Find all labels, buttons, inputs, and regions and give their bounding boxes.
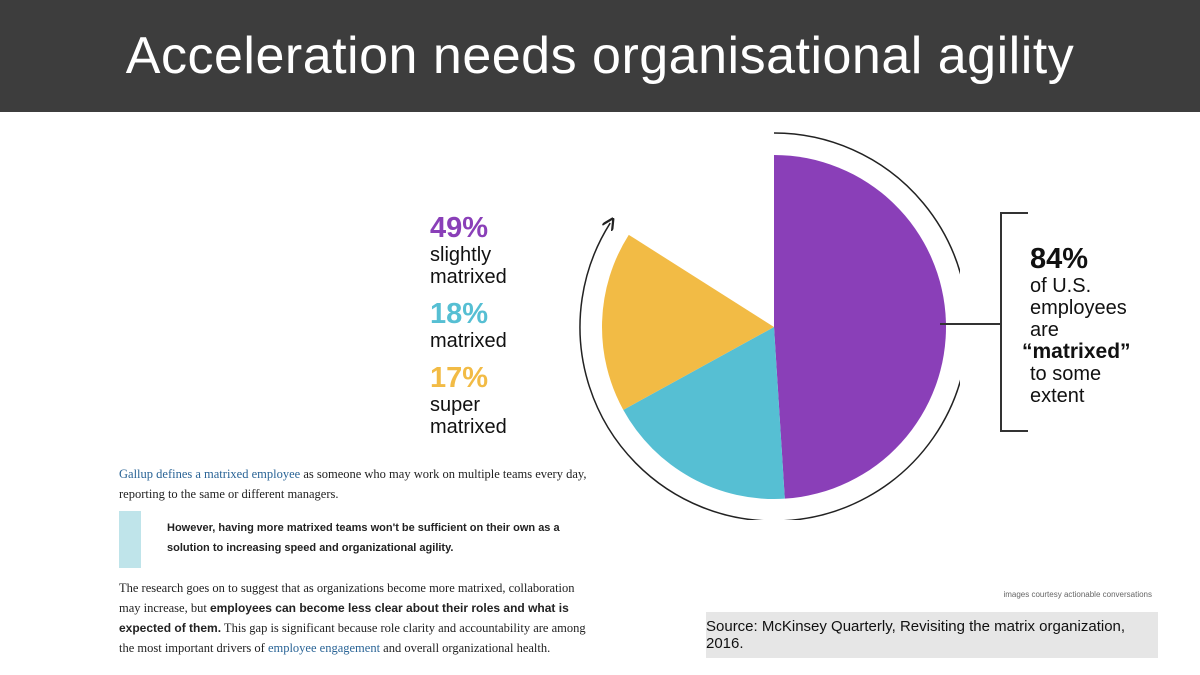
callout-pct: 84% — [1030, 243, 1089, 275]
legend-line: matrixed — [430, 330, 507, 352]
legend-item-slightly-matrixed: 49% slightly matrixed — [430, 212, 590, 288]
legend-pct-matrixed: 18% — [430, 298, 489, 330]
paragraph-research: The research goes on to suggest that as … — [119, 578, 589, 658]
quote-bar — [119, 511, 141, 568]
legend-line: matrixed — [430, 416, 507, 438]
image-credit: images courtesy actionable conversations — [1003, 590, 1152, 599]
legend-pct-slightly-matrixed: 49% — [430, 212, 489, 244]
legend-item-super-matrixed: 17% super matrixed — [430, 362, 590, 438]
legend-label-slightly-matrixed: slightly matrixed — [430, 244, 590, 288]
callout-line: of U.S. — [1030, 275, 1092, 297]
chart-legend: 49% slightly matrixed 18% matrixed 17% s… — [430, 212, 590, 448]
pie-chart — [579, 132, 960, 520]
bracket — [1000, 212, 1028, 432]
progress-ring-arc — [579, 132, 960, 520]
legend-label-matrixed: matrixed — [430, 330, 590, 352]
gallup-link[interactable]: Gallup defines a matrixed employee — [119, 467, 301, 481]
legend-line: matrixed — [430, 266, 507, 288]
callout-line: extent — [1030, 385, 1085, 407]
legend-line: slightly — [430, 244, 492, 266]
pie-slice-super-matrixed — [602, 234, 774, 410]
total-callout: 84% of U.S. employees are “matrixed” to … — [1022, 243, 1190, 407]
page-title: Acceleration needs organisational agilit… — [125, 27, 1075, 85]
legend-line: super — [430, 394, 481, 416]
paragraph-text: This gap is significant because role cla… — [119, 621, 586, 655]
callout-line-bold: “matrixed” — [1022, 340, 1131, 363]
employee-engagement-link[interactable]: employee engagement — [267, 641, 381, 655]
callout-line: are — [1030, 319, 1059, 341]
pie-slice-slightly-matrixed — [774, 155, 946, 499]
callout-line: employees — [1030, 297, 1127, 319]
legend-pct-super-matrixed: 17% — [430, 362, 489, 394]
callout-line: to some — [1030, 363, 1102, 385]
source-box: Source: McKinsey Quarterly, Revisiting t… — [706, 612, 1158, 658]
paragraph-bold: employees can become less clear about th… — [119, 601, 569, 635]
legend-item-matrixed: 18% matrixed — [430, 298, 590, 352]
source-text: Source: McKinsey Quarterly, Revisiting t… — [706, 618, 1126, 652]
paragraph-definition: Gallup defines a matrixed employee as so… — [119, 464, 589, 504]
legend-label-super-matrixed: super matrixed — [430, 394, 590, 438]
pull-quote: However, having more matrixed teams won'… — [167, 522, 560, 554]
paragraph-text: The research goes on to suggest that as … — [119, 581, 575, 615]
bracket-connector — [940, 323, 1002, 325]
paragraph-text: as someone who may work on multiple team… — [119, 467, 587, 501]
pie-slice-matrixed — [623, 327, 785, 499]
title-bar: Acceleration needs organisational agilit… — [0, 0, 1200, 112]
paragraph-text: and overall organizational health. — [380, 641, 551, 655]
